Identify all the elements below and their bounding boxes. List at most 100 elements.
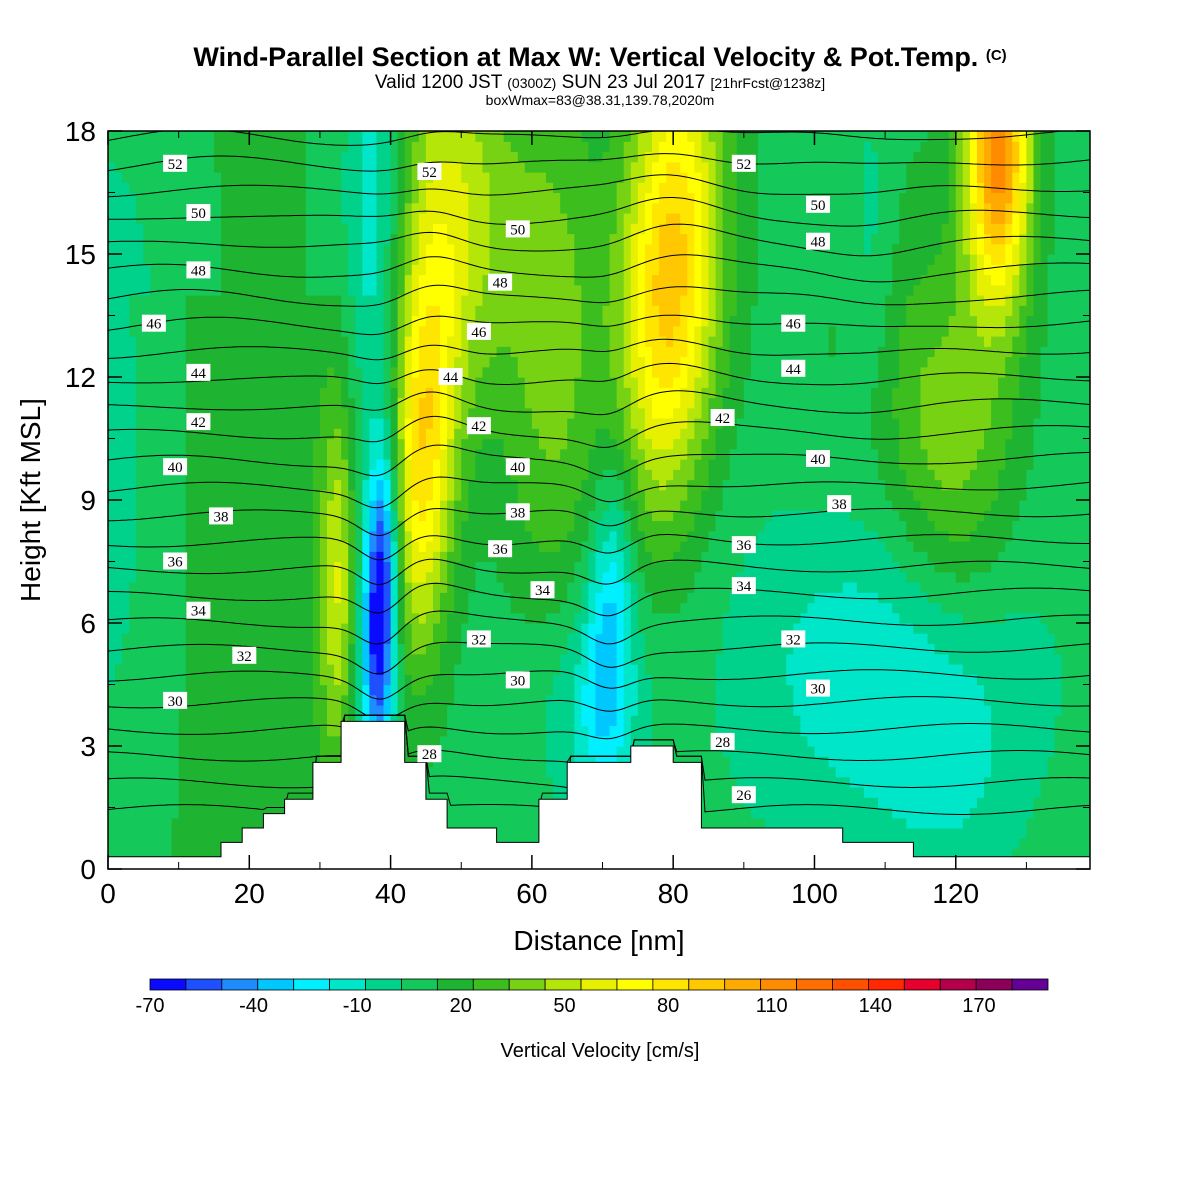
velocity-cell [341, 131, 349, 142]
velocity-cell [136, 336, 144, 347]
velocity-cell [157, 807, 166, 819]
velocity-cell [588, 397, 597, 409]
velocity-cell [129, 172, 137, 183]
velocity-cell [397, 643, 406, 655]
velocity-cell [468, 356, 476, 368]
velocity-cell [115, 233, 123, 245]
velocity-cell [270, 520, 279, 532]
velocity-cell [256, 305, 265, 317]
velocity-cell [553, 674, 561, 686]
velocity-cell [305, 407, 314, 419]
velocity-cell [454, 776, 462, 788]
velocity-cell [199, 838, 208, 850]
velocity-cell [496, 295, 505, 306]
velocity-cell [221, 213, 229, 224]
velocity-cell [397, 254, 406, 265]
velocity-cell [567, 192, 575, 204]
velocity-cell [206, 356, 215, 368]
velocity-cell [108, 254, 116, 265]
velocity-cell [115, 305, 123, 317]
velocity-cell [242, 418, 250, 429]
velocity-cell [567, 243, 575, 255]
velocity-cell [221, 766, 229, 778]
velocity-cell [482, 305, 491, 317]
velocity-cell [277, 592, 286, 604]
velocity-cell [560, 192, 568, 204]
velocity-cell [143, 284, 151, 296]
velocity-cell [546, 469, 554, 481]
velocity-cell [122, 530, 130, 542]
velocity-cell [447, 684, 455, 696]
velocity-cell [468, 377, 476, 388]
velocity-cell [404, 387, 413, 399]
velocity-cell [256, 295, 265, 306]
velocity-cell [574, 459, 582, 470]
velocity-cell [235, 469, 243, 481]
velocity-cell [475, 264, 484, 276]
velocity-cell [185, 336, 194, 347]
velocity-cell [115, 366, 123, 378]
velocity-cell [475, 192, 484, 204]
velocity-cell [242, 561, 250, 573]
velocity-cell [468, 694, 476, 706]
velocity-cell [425, 284, 434, 296]
velocity-cell [277, 787, 286, 798]
velocity-cell [390, 356, 399, 368]
velocity-cell [546, 694, 554, 706]
velocity-cell [482, 387, 491, 399]
velocity-cell [178, 428, 187, 440]
velocity-cell [256, 346, 265, 358]
velocity-cell [256, 520, 265, 532]
velocity-cell [517, 807, 526, 819]
velocity-cell [546, 387, 554, 399]
velocity-cell [228, 428, 236, 440]
velocity-cell [242, 612, 250, 624]
velocity-cell [171, 664, 180, 675]
velocity-cell [348, 254, 356, 265]
velocity-cell [235, 520, 243, 532]
velocity-cell [319, 561, 328, 573]
velocity-cell [305, 571, 314, 583]
velocity-cell [115, 500, 123, 511]
velocity-cell [489, 161, 498, 173]
velocity-cell [235, 479, 243, 491]
velocity-cell [122, 776, 130, 788]
velocity-cell [503, 582, 512, 593]
velocity-cell [270, 807, 279, 819]
velocity-cell [263, 612, 272, 624]
velocity-cell [383, 315, 392, 327]
velocity-cell [546, 151, 554, 163]
velocity-cell [178, 202, 187, 214]
velocity-cell [143, 387, 151, 399]
velocity-cell [397, 571, 406, 583]
velocity-cell [270, 746, 279, 757]
velocity-cell [454, 284, 462, 296]
velocity-cell [171, 182, 180, 194]
velocity-cell [510, 315, 519, 327]
velocity-cell [143, 756, 151, 768]
velocity-cell [206, 254, 215, 265]
velocity-cell [334, 479, 342, 491]
velocity-cell [383, 479, 392, 491]
velocity-cell [524, 561, 533, 573]
velocity-cell [510, 612, 519, 624]
velocity-cell [546, 633, 554, 645]
velocity-cell [228, 192, 236, 204]
velocity-cell [164, 623, 173, 634]
velocity-cell [461, 264, 469, 276]
velocity-cell [588, 213, 597, 224]
velocity-cell [150, 233, 159, 245]
velocity-cell [454, 674, 462, 686]
velocity-cell [277, 469, 286, 481]
velocity-cell [546, 623, 554, 634]
velocity-cell [341, 223, 349, 235]
velocity-cell [475, 612, 484, 624]
velocity-cell [397, 325, 406, 337]
velocity-cell [319, 459, 328, 470]
velocity-cell [249, 202, 257, 214]
velocity-cell [270, 202, 279, 214]
velocity-cell [305, 192, 314, 204]
velocity-cell [510, 520, 519, 532]
velocity-cell [284, 192, 293, 204]
velocity-cell [136, 694, 144, 706]
